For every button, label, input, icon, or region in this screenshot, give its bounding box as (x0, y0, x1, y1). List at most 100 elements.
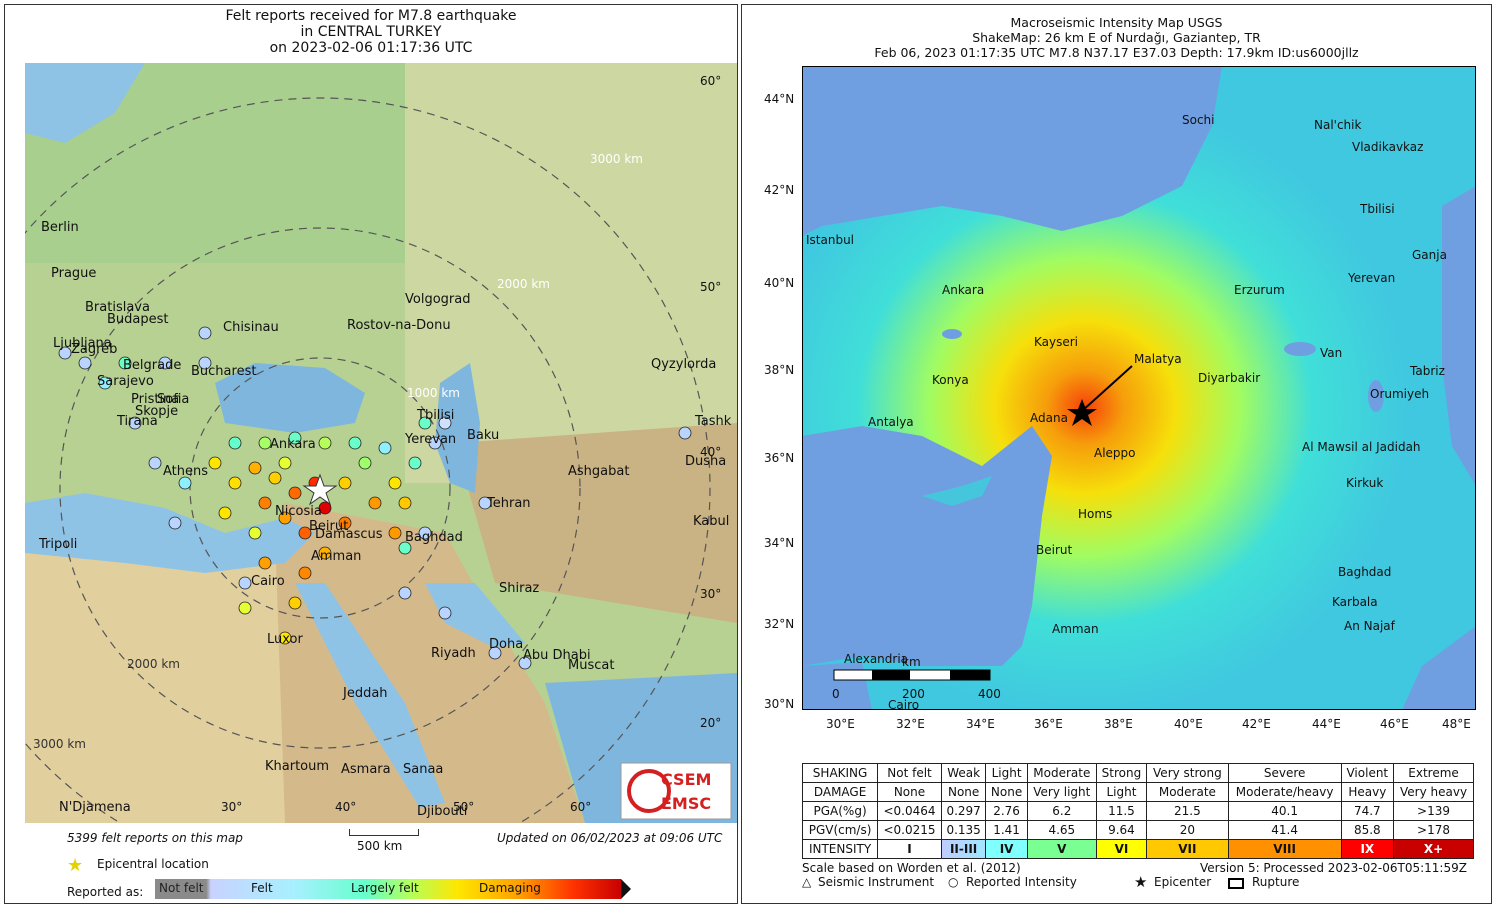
red-sea (295, 583, 445, 808)
city-label: Jeddah (342, 686, 388, 701)
lake-urmia (1368, 380, 1384, 412)
city-label: Konya (932, 373, 969, 387)
scale-note: Scale based on Worden et al. (2012) (802, 861, 1021, 875)
city-label: Orumiyeh (1370, 387, 1429, 401)
legend-reported-intensity: Reported Intensity (966, 875, 1077, 889)
usgs-title-line-2: ShakeMap: 26 km E of Nurdağı, Gaziantep,… (972, 30, 1261, 45)
intensity-cell: I (877, 839, 942, 859)
legend-cell: <0.0464 (877, 801, 942, 821)
city-label: Nal'chik (1314, 118, 1362, 132)
city-label: Athens (163, 464, 208, 479)
city-label: Tehran (486, 496, 531, 511)
city-label: An Najaf (1344, 619, 1396, 633)
circle-icon: ○ (948, 875, 959, 889)
city-label: Tripoli (38, 537, 77, 552)
legend-cell: 0.297 (940, 801, 987, 821)
legend-cell: None (940, 782, 987, 802)
legend-cell: >178 (1393, 820, 1474, 840)
emsc-lat-label: 50° (700, 280, 721, 294)
city-label: Tabriz (1409, 364, 1445, 378)
legend-cell: <0.0215 (877, 820, 942, 840)
usgs-lon-label: 46°E (1380, 717, 1409, 731)
legend-cell: >139 (1393, 801, 1474, 821)
legend-cell: Violent (1340, 763, 1395, 783)
usgs-title-line-3: Feb 06, 2023 01:17:35 UTC M7.8 N37.17 E3… (874, 45, 1359, 60)
city-label: Khartoum (265, 759, 329, 774)
updated-timestamp: Updated on 06/02/2023 at 09:06 UTC (497, 831, 723, 845)
caspian-sea (435, 363, 480, 493)
legend-cell: Strong (1095, 763, 1148, 783)
epicenter-star-icon (1067, 399, 1097, 426)
intensity-cell: IV (985, 839, 1028, 859)
intensity-cell: V (1026, 839, 1097, 859)
city-label: Homs (1078, 507, 1112, 521)
legend-seismic-instrument: Seismic Instrument (818, 875, 935, 889)
city-label: Kirkuk (1346, 476, 1383, 490)
city-label: Baghdad (1338, 565, 1391, 579)
city-label: Pristina (131, 392, 179, 407)
city-label: Antalya (868, 415, 914, 429)
emsc-lat-label: 20° (700, 716, 721, 730)
usgs-lon-label: 38°E (1104, 717, 1133, 731)
legend-epicenter: Epicenter (1154, 875, 1212, 889)
intensity-cell: II-III (940, 839, 987, 859)
city-label: Ankara (942, 283, 984, 297)
usgs-lat-label: 36°N (764, 451, 795, 465)
distance-scale-label: 500 km (357, 839, 403, 853)
caspian-sea (1442, 186, 1476, 486)
legend-cell: Moderate (1146, 782, 1229, 802)
emsc-title-line-1: Felt reports received for M7.8 earthquak… (225, 8, 517, 24)
legend-row-pgv: PGV(cm/s) <0.0215 0.135 1.41 4.65 9.64 2… (801, 820, 1474, 840)
city-label: Sofia (157, 392, 189, 407)
legend-cell: Not felt (877, 763, 942, 783)
intensity-cell: IX (1340, 839, 1395, 859)
usgs-lon-label: 36°E (1034, 717, 1063, 731)
emsc-lon-label: 50° (453, 800, 474, 814)
usgs-lon-label: 30°E (826, 717, 855, 731)
legend-row-shaking: SHAKING Not felt Weak Light Moderate Str… (801, 763, 1474, 783)
city-label: Istanbul (806, 233, 854, 247)
distance-scale-bar (349, 829, 419, 836)
city-label: Belgrade (123, 358, 181, 373)
legend-cell: 6.2 (1026, 801, 1097, 821)
felt-report-count: 5399 felt reports on this map (67, 831, 243, 845)
legend-row-header: INTENSITY (801, 839, 879, 859)
scale-tick: 400 (978, 687, 1001, 701)
legend-row-pga: PGA(%g) <0.0464 0.297 2.76 6.2 11.5 21.5… (801, 801, 1474, 821)
city-label: Riyadh (431, 646, 476, 661)
city-label: Prague (51, 266, 96, 281)
city-label: Shiraz (499, 581, 539, 596)
city-label: Karbala (1332, 595, 1378, 609)
csem-emsc-logo: CSEM EMSC (620, 762, 732, 820)
city-label: Damascus (315, 527, 383, 542)
city-label: Al Mawsil al Jadidah (1302, 440, 1421, 454)
legend-cell: Very light (1026, 782, 1097, 802)
city-label: Cairo (888, 698, 919, 710)
legend-cell: Moderate/heavy (1227, 782, 1342, 802)
city-label: Chisinau (223, 320, 279, 335)
felt-color-legend (155, 879, 621, 899)
intensity-cell: VIII (1227, 839, 1342, 859)
city-label: Qyzylorda (651, 357, 716, 372)
city-label: Tirana (116, 414, 158, 429)
emsc-epicentre-star (302, 473, 338, 506)
usgs-lat-label: 38°N (764, 363, 795, 377)
legend-cell: 9.64 (1095, 820, 1148, 840)
usgs-scale-bar (833, 669, 991, 681)
city-label: Ljubljana (53, 336, 112, 351)
legend-cell: Extreme (1393, 763, 1474, 783)
star-icon: ★ (67, 855, 84, 876)
intensity-cell: VI (1095, 839, 1148, 859)
legend-cell: Severe (1227, 763, 1342, 783)
city-label: Yerevan (404, 432, 456, 447)
city-label: Yerevan (1347, 271, 1395, 285)
legend-arrow-tip (621, 879, 631, 899)
city-label: Djibouti (417, 804, 467, 819)
legend-cell: Very heavy (1393, 782, 1474, 802)
city-label: Zagreb (71, 342, 117, 357)
reported-as-label: Reported as: (67, 885, 144, 899)
city-label: Alexandria (844, 652, 908, 666)
black-sea (215, 363, 365, 433)
legend-cell: 0.135 (940, 820, 987, 840)
intensity-legend-table: SHAKING Not felt Weak Light Moderate Str… (801, 763, 1474, 859)
